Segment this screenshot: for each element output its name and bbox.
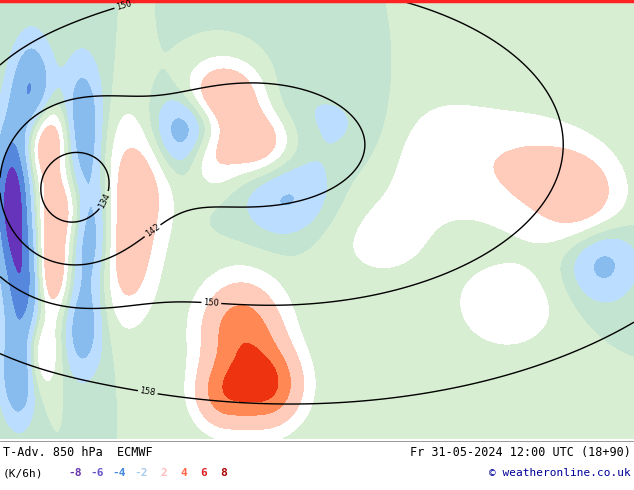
Text: (K/6h): (K/6h) xyxy=(3,468,44,478)
Text: 150: 150 xyxy=(115,0,133,12)
Text: 134: 134 xyxy=(97,191,112,209)
Text: 158: 158 xyxy=(139,387,157,398)
Text: Fr 31-05-2024 12:00 UTC (18+90): Fr 31-05-2024 12:00 UTC (18+90) xyxy=(410,446,631,460)
Text: 150: 150 xyxy=(204,298,219,308)
Text: © weatheronline.co.uk: © weatheronline.co.uk xyxy=(489,468,631,478)
Text: -6: -6 xyxy=(90,468,103,478)
Text: -8: -8 xyxy=(68,468,82,478)
Text: 4: 4 xyxy=(180,468,187,478)
Text: 6: 6 xyxy=(200,468,207,478)
Text: -4: -4 xyxy=(112,468,126,478)
Text: 8: 8 xyxy=(220,468,227,478)
Text: 142: 142 xyxy=(143,222,162,239)
Text: T-Adv. 850 hPa  ECMWF: T-Adv. 850 hPa ECMWF xyxy=(3,446,153,460)
Text: 2: 2 xyxy=(160,468,167,478)
Text: -2: -2 xyxy=(134,468,148,478)
